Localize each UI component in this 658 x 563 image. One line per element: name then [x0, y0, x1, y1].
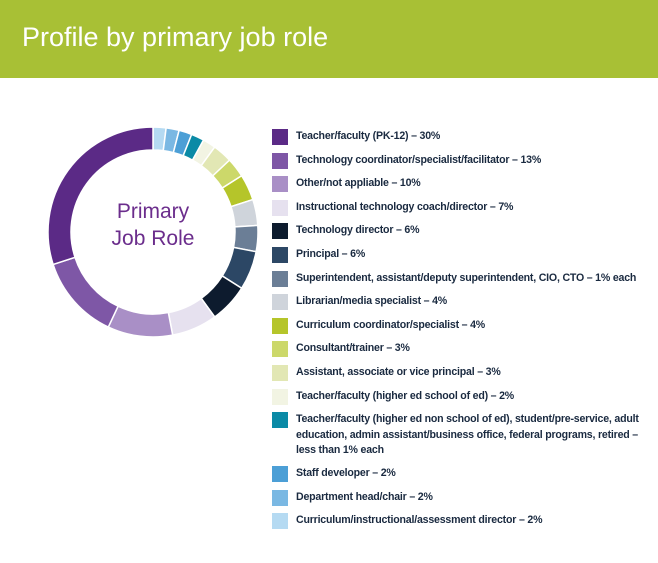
legend-entry: Curriculum coordinator/specialist – 4%	[272, 317, 652, 334]
donut-slice	[200, 146, 231, 177]
chart-title: Profile by primary job role	[22, 22, 329, 52]
legend-swatch	[272, 388, 288, 405]
donut-slice	[107, 305, 174, 338]
legend-swatch	[272, 199, 288, 216]
legend-label: Curriculum coordinator/specialist – 4%	[296, 318, 486, 331]
legend-entry: Staff developer – 2%	[272, 466, 652, 483]
donut-slice	[230, 198, 259, 228]
legend-label: Teacher/faculty (PK-12) – 30%	[296, 130, 441, 142]
legend-swatch	[272, 317, 288, 334]
donut-slice	[191, 138, 216, 167]
legend-entry: Consultant/trainer – 3%	[272, 341, 652, 358]
legend-label: Staff developer – 2%	[296, 467, 396, 480]
legend-swatch	[272, 513, 288, 530]
legend-label: Superintendent, assistant/deputy superin…	[296, 271, 637, 284]
legend-label: Consultant/trainer – 3%	[296, 342, 410, 355]
legend-swatch	[272, 246, 288, 263]
legend-swatch	[272, 466, 288, 483]
legend-label: Teacher/faculty (higher ed school of ed)…	[296, 389, 515, 402]
donut-slice	[52, 256, 120, 329]
legend-entry: Principal – 6%	[272, 246, 652, 263]
legend-swatch	[272, 364, 288, 381]
legend-label: Assistant, associate or vice principal –…	[296, 365, 501, 378]
donut-slice	[47, 126, 154, 266]
legend-swatch	[272, 270, 288, 287]
chart: Primary Job Role	[47, 126, 259, 338]
legend-entry: Teacher/faculty (higher ed non school of…	[272, 412, 652, 459]
donut-slice	[211, 159, 243, 190]
center-label: Primary	[117, 200, 190, 223]
donut-slice	[162, 126, 181, 154]
legend-entry: Other/not appliable – 10%	[272, 176, 652, 193]
legend-entry: Teacher/faculty (higher ed school of ed)…	[272, 388, 652, 405]
legend-swatch	[272, 341, 288, 358]
legend-entry: Teacher/faculty (PK-12) – 30%	[272, 129, 652, 145]
legend-label: Technology director – 6%	[296, 224, 420, 237]
legend-entry: Librarian/media specialist – 4%	[272, 294, 652, 311]
legend: Teacher/faculty (PK-12) – 30% Technology …	[272, 129, 652, 537]
legend-label: Librarian/media specialist – 4%	[296, 295, 448, 308]
donut-slice	[182, 133, 205, 162]
donut-slice	[221, 174, 254, 208]
legend-entry: Department head/chair – 2%	[272, 489, 652, 506]
legend-entry: Technology director – 6%	[272, 223, 652, 240]
legend-label: Curriculum/instructional/assessment dire…	[296, 514, 543, 527]
legend-entry: Superintendent, assistant/deputy superin…	[272, 270, 652, 287]
legend-label: Principal – 6%	[296, 247, 366, 260]
legend-entry: Instructional technology coach/director …	[272, 199, 652, 216]
legend-label: Department head/chair – 2%	[296, 490, 433, 503]
legend-swatch	[272, 129, 288, 145]
donut-slice	[232, 224, 259, 253]
legend-swatch	[272, 152, 288, 169]
center-label: Job Role	[112, 227, 195, 250]
legend-swatch	[272, 294, 288, 311]
legend-swatch	[272, 412, 288, 429]
donut-slice	[172, 129, 193, 157]
legend-label: Teacher/faculty (higher ed non school of…	[296, 413, 639, 457]
donut-slice	[167, 297, 216, 337]
legend-label: Instructional technology coach/director …	[296, 200, 514, 213]
legend-entry: Technology coordinator/specialist/facili…	[272, 152, 652, 169]
legend-entry: Assistant, associate or vice principal –…	[272, 364, 652, 381]
legend-entry: Curriculum/instructional/assessment dire…	[272, 513, 652, 530]
legend-label: Other/not appliable – 10%	[296, 177, 421, 190]
legend-label: Technology coordinator/specialist/facili…	[296, 153, 542, 166]
donut-slice	[221, 246, 258, 290]
legend-swatch	[272, 489, 288, 506]
legend-swatch	[272, 176, 288, 193]
header: Profile by primary job role	[0, 0, 658, 78]
donut-slice	[200, 274, 243, 318]
legend-swatch	[272, 223, 288, 240]
